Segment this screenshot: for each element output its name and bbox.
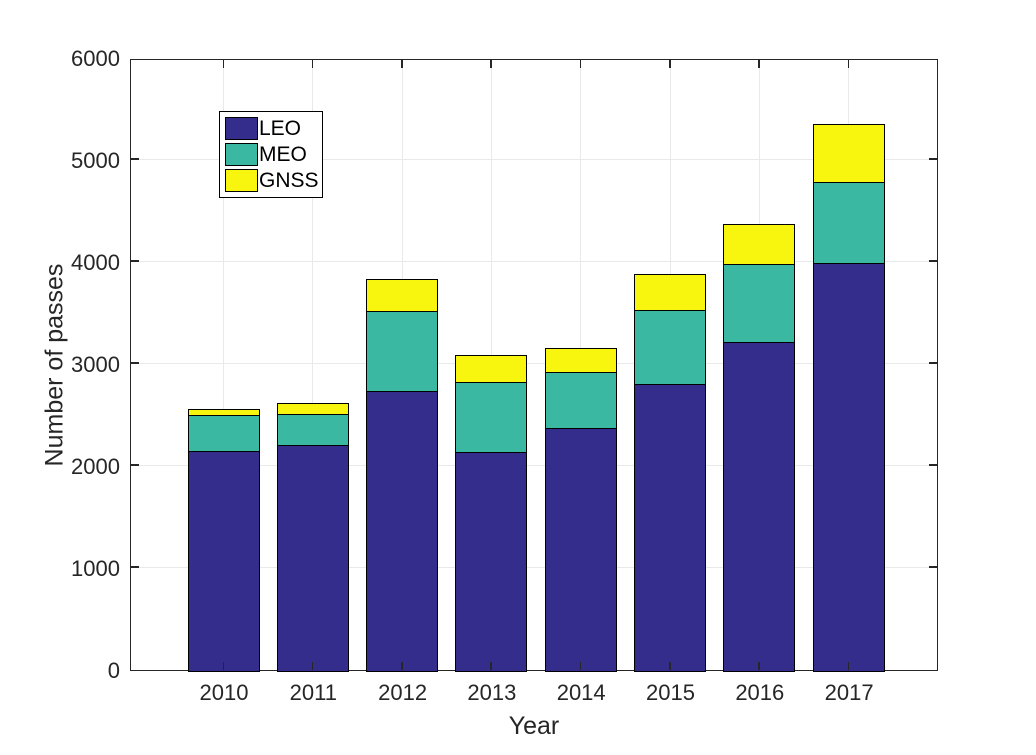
legend-label-leo: LEO <box>259 116 302 140</box>
y-tick-mark-left <box>131 464 139 466</box>
bar-segment-leo <box>635 384 705 671</box>
legend-label-gnss: GNSS <box>259 169 319 193</box>
bar-2012 <box>366 278 439 672</box>
y-tick-mark-left <box>131 362 139 364</box>
legend: LEO MEO GNSS <box>219 111 323 198</box>
y-tick-label: 2000 <box>71 454 120 479</box>
bar-segment-meo <box>635 311 705 385</box>
x-tick-label: 2013 <box>467 680 517 705</box>
bar-segment-gnss <box>545 349 616 373</box>
y-tick-label: 0 <box>107 658 120 683</box>
y-tick-mark-right <box>929 158 937 160</box>
plot-area <box>130 59 938 672</box>
x-tick-label: 2014 <box>556 680 606 705</box>
y-tick-label: 4000 <box>71 250 120 275</box>
y-tick-label: 6000 <box>71 46 120 71</box>
y-tick-mark-right <box>929 260 937 262</box>
bar-2010 <box>187 409 260 672</box>
meo-swatch <box>225 142 258 166</box>
x-tick-mark-top <box>401 60 403 68</box>
x-tick-label: 2012 <box>378 680 428 705</box>
y-gridline <box>131 465 937 466</box>
leo-swatch <box>225 116 258 140</box>
y-gridline <box>131 363 937 364</box>
bar-segment-gnss <box>277 404 348 416</box>
y-tick-label: 3000 <box>71 352 120 377</box>
y-tick-label: 5000 <box>71 148 120 173</box>
x-tick-mark-bottom <box>401 662 403 670</box>
legend-item-meo: MEO <box>225 142 322 166</box>
x-gridline <box>312 60 314 670</box>
x-tick-mark-top <box>579 60 582 68</box>
x-tick-mark-top <box>311 60 314 68</box>
x-tick-mark-top <box>758 60 760 68</box>
legend-label-meo: MEO <box>259 142 307 166</box>
bar-segment-leo <box>188 452 259 671</box>
bar-segment-leo <box>277 446 348 671</box>
bar-2017 <box>812 123 885 672</box>
bar-segment-meo <box>724 264 795 344</box>
x-tick-label: 2016 <box>735 680 785 705</box>
x-tick-mark-bottom <box>669 662 671 670</box>
y-tick-mark-left <box>131 566 139 568</box>
x-axis-title: Year <box>508 712 560 740</box>
bar-segment-meo <box>456 382 527 454</box>
bar-segment-leo <box>367 391 438 671</box>
y-tick-mark-left <box>131 158 139 160</box>
x-tick-mark-top <box>490 60 492 68</box>
bar-segment-meo <box>545 372 616 429</box>
bar-2016 <box>723 223 796 672</box>
bar-2014 <box>544 348 617 672</box>
legend-item-gnss: GNSS <box>225 169 322 193</box>
gnss-swatch <box>225 169 258 193</box>
x-tick-label: 2011 <box>289 680 337 705</box>
bar-2015 <box>634 273 706 672</box>
bar-segment-meo <box>188 416 259 453</box>
y-tick-mark-right <box>929 464 937 466</box>
x-tick-mark-bottom <box>847 662 850 670</box>
y-gridline <box>131 261 937 262</box>
x-tick-label: 2017 <box>824 680 874 705</box>
x-tick-label: 2015 <box>646 680 695 705</box>
bar-2013 <box>455 355 528 672</box>
y-tick-mark-left <box>131 260 139 262</box>
x-tick-mark-bottom <box>579 662 582 670</box>
y-gridline <box>131 567 937 568</box>
bar-segment-gnss <box>188 410 259 417</box>
bar-2011 <box>276 403 349 672</box>
bar-segment-meo <box>813 182 884 265</box>
x-tick-mark-top <box>847 60 850 68</box>
bar-segment-gnss <box>635 274 705 312</box>
legend-item-leo: LEO <box>225 116 322 140</box>
bar-segment-gnss <box>724 224 795 265</box>
bar-segment-gnss <box>813 124 884 183</box>
bar-segment-gnss <box>456 356 527 383</box>
bar-segment-leo <box>545 428 616 671</box>
x-tick-mark-bottom <box>758 662 760 670</box>
bar-segment-meo <box>367 312 438 392</box>
y-tick-label: 1000 <box>71 556 120 581</box>
y-tick-mark-right <box>929 566 937 568</box>
bar-segment-leo <box>724 343 795 671</box>
x-tick-mark-bottom <box>311 662 314 670</box>
bar-segment-leo <box>813 264 884 671</box>
bar-segment-gnss <box>367 279 438 313</box>
x-gridline <box>223 60 224 670</box>
y-gridline <box>131 159 937 160</box>
x-tick-mark-top <box>222 60 224 68</box>
x-tick-mark-bottom <box>222 662 224 670</box>
x-tick-mark-top <box>669 60 671 68</box>
x-tick-mark-bottom <box>490 662 492 670</box>
bar-segment-leo <box>456 453 527 671</box>
y-tick-mark-right <box>929 362 937 364</box>
bar-segment-meo <box>277 415 348 447</box>
x-tick-label: 2010 <box>199 680 249 705</box>
